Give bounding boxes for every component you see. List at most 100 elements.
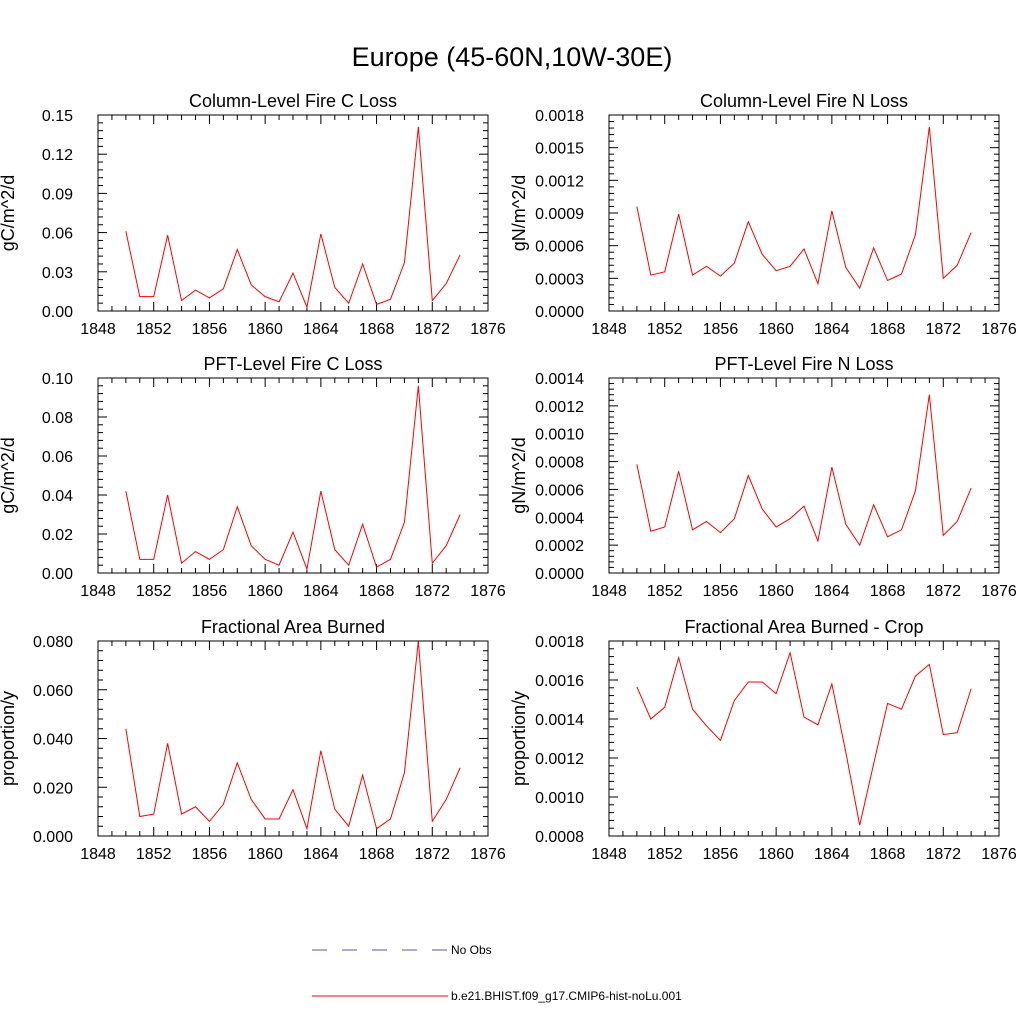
x-tick-label: 1852 bbox=[647, 321, 683, 338]
plot-frame bbox=[97, 377, 489, 574]
y-tick-label: 0.080 bbox=[33, 634, 73, 651]
y-tick-label: 0.0012 bbox=[535, 751, 584, 768]
y-tick-label: 0.0015 bbox=[535, 141, 584, 158]
x-tick-label: 1860 bbox=[247, 583, 283, 600]
y-tick-label: 0.020 bbox=[33, 780, 73, 797]
x-tick-label: 1864 bbox=[303, 846, 339, 863]
x-tick-label: 1860 bbox=[758, 321, 794, 338]
x-tick-label: 1848 bbox=[591, 583, 627, 600]
y-axis-label: proportion/y bbox=[0, 691, 18, 786]
x-tick-label: 1864 bbox=[814, 321, 850, 338]
x-tick-label: 1848 bbox=[80, 321, 116, 338]
x-tick-label: 1876 bbox=[470, 321, 506, 338]
y-tick-label: 0.0018 bbox=[535, 634, 584, 651]
y-axis-label: proportion/y bbox=[509, 691, 529, 786]
x-tick-label: 1852 bbox=[136, 846, 172, 863]
y-tick-label: 0.0018 bbox=[535, 108, 584, 125]
panel-title: PFT-Level Fire N Loss bbox=[714, 354, 893, 374]
panel-title: Fractional Area Burned bbox=[201, 617, 385, 637]
x-tick-label: 1872 bbox=[414, 321, 450, 338]
x-tick-label: 1864 bbox=[814, 846, 850, 863]
y-tick-label: 0.0000 bbox=[535, 566, 584, 583]
y-tick-label: 0.08 bbox=[42, 410, 73, 427]
y-tick-label: 0.0004 bbox=[535, 510, 584, 527]
plot-frame bbox=[608, 640, 1000, 837]
x-tick-label: 1868 bbox=[870, 583, 906, 600]
x-tick-label: 1868 bbox=[359, 321, 395, 338]
panel-title: Column-Level Fire N Loss bbox=[700, 91, 908, 111]
x-tick-label: 1856 bbox=[703, 846, 739, 863]
chart-panel: PFT-Level Fire N Loss 1848 1852 1856 1860 186… bbox=[509, 354, 1017, 600]
x-tick-label: 1860 bbox=[247, 846, 283, 863]
plot-frame bbox=[608, 377, 1000, 574]
x-tick-label: 1876 bbox=[981, 583, 1017, 600]
x-tick-label: 1876 bbox=[981, 321, 1017, 338]
y-tick-label: 0.10 bbox=[42, 371, 73, 388]
legend-obs-label: No Obs bbox=[451, 943, 492, 957]
y-tick-label: 0.040 bbox=[33, 732, 73, 749]
x-tick-label: 1876 bbox=[470, 846, 506, 863]
x-tick-label: 1852 bbox=[136, 583, 172, 600]
x-tick-label: 1872 bbox=[414, 583, 450, 600]
panel-title: PFT-Level Fire C Loss bbox=[203, 354, 382, 374]
y-tick-label: 0.02 bbox=[42, 527, 73, 544]
y-tick-label: 0.03 bbox=[42, 265, 73, 282]
series-line bbox=[636, 126, 972, 290]
y-tick-label: 0.0002 bbox=[535, 538, 584, 555]
x-tick-label: 1860 bbox=[758, 846, 794, 863]
x-tick-label: 1872 bbox=[925, 583, 961, 600]
y-tick-label: 0.0016 bbox=[535, 673, 584, 690]
y-axis-label: gC/m^2/d bbox=[0, 437, 18, 513]
y-axis-label: gN/m^2/d bbox=[509, 175, 529, 251]
x-tick-label: 1848 bbox=[80, 846, 116, 863]
plot-frame bbox=[97, 640, 489, 837]
chart-panel: PFT-Level Fire C Loss 1848 1852 1856 1860 186… bbox=[0, 354, 506, 600]
y-tick-label: 0.0009 bbox=[535, 206, 584, 223]
y-tick-label: 0.12 bbox=[42, 147, 73, 164]
x-tick-label: 1852 bbox=[647, 583, 683, 600]
chart-panel: Fractional Area Burned - Crop 1848 1852 185… bbox=[509, 617, 1017, 863]
y-tick-label: 0.0008 bbox=[535, 455, 584, 472]
x-tick-label: 1856 bbox=[703, 321, 739, 338]
panel-title: Fractional Area Burned - Crop bbox=[684, 617, 923, 637]
y-tick-label: 0.00 bbox=[42, 566, 73, 583]
x-tick-label: 1876 bbox=[470, 583, 506, 600]
y-tick-label: 0.0000 bbox=[535, 304, 584, 321]
x-tick-label: 1856 bbox=[192, 321, 228, 338]
x-tick-label: 1848 bbox=[80, 583, 116, 600]
y-tick-label: 0.0010 bbox=[535, 790, 584, 807]
x-tick-label: 1860 bbox=[247, 321, 283, 338]
x-tick-label: 1872 bbox=[414, 846, 450, 863]
plot-frame bbox=[608, 114, 1000, 312]
figure-title: Europe (45-60N,10W-30E) bbox=[352, 42, 673, 72]
x-tick-label: 1872 bbox=[925, 846, 961, 863]
y-tick-label: 0.09 bbox=[42, 186, 73, 203]
x-tick-label: 1852 bbox=[136, 321, 172, 338]
y-tick-label: 0.0012 bbox=[535, 399, 584, 416]
y-tick-label: 0.060 bbox=[33, 683, 73, 700]
x-tick-label: 1864 bbox=[814, 583, 850, 600]
y-tick-label: 0.0006 bbox=[535, 482, 584, 499]
y-tick-label: 0.0014 bbox=[535, 712, 584, 729]
y-tick-label: 0.0012 bbox=[535, 173, 584, 190]
chart-panel: Column-Level Fire C Loss 1848 1852 1856 1860… bbox=[0, 91, 506, 338]
x-tick-label: 1872 bbox=[925, 321, 961, 338]
chart-panel: Fractional Area Burned 1848 1852 1856 1860 18… bbox=[0, 617, 506, 863]
y-tick-label: 0.0006 bbox=[535, 239, 584, 256]
series-line bbox=[125, 126, 461, 309]
y-tick-label: 0.0003 bbox=[535, 271, 584, 288]
x-tick-label: 1868 bbox=[359, 583, 395, 600]
y-tick-label: 0.04 bbox=[42, 488, 73, 505]
x-tick-label: 1868 bbox=[870, 846, 906, 863]
panel-title: Column-Level Fire C Loss bbox=[189, 91, 397, 111]
y-tick-label: 0.00 bbox=[42, 304, 73, 321]
y-axis-label: gC/m^2/d bbox=[0, 175, 18, 251]
y-tick-label: 0.15 bbox=[42, 108, 73, 125]
series-line bbox=[125, 640, 461, 831]
panels: Column-Level Fire C Loss 1848 1852 1856 1860… bbox=[0, 91, 1017, 863]
plot-frame bbox=[97, 114, 489, 312]
y-tick-label: 0.0010 bbox=[535, 427, 584, 444]
x-tick-label: 1860 bbox=[758, 583, 794, 600]
legend: No Obs b.e21.BHIST.f09_g17.CMIP6-hist-no… bbox=[312, 943, 682, 1003]
